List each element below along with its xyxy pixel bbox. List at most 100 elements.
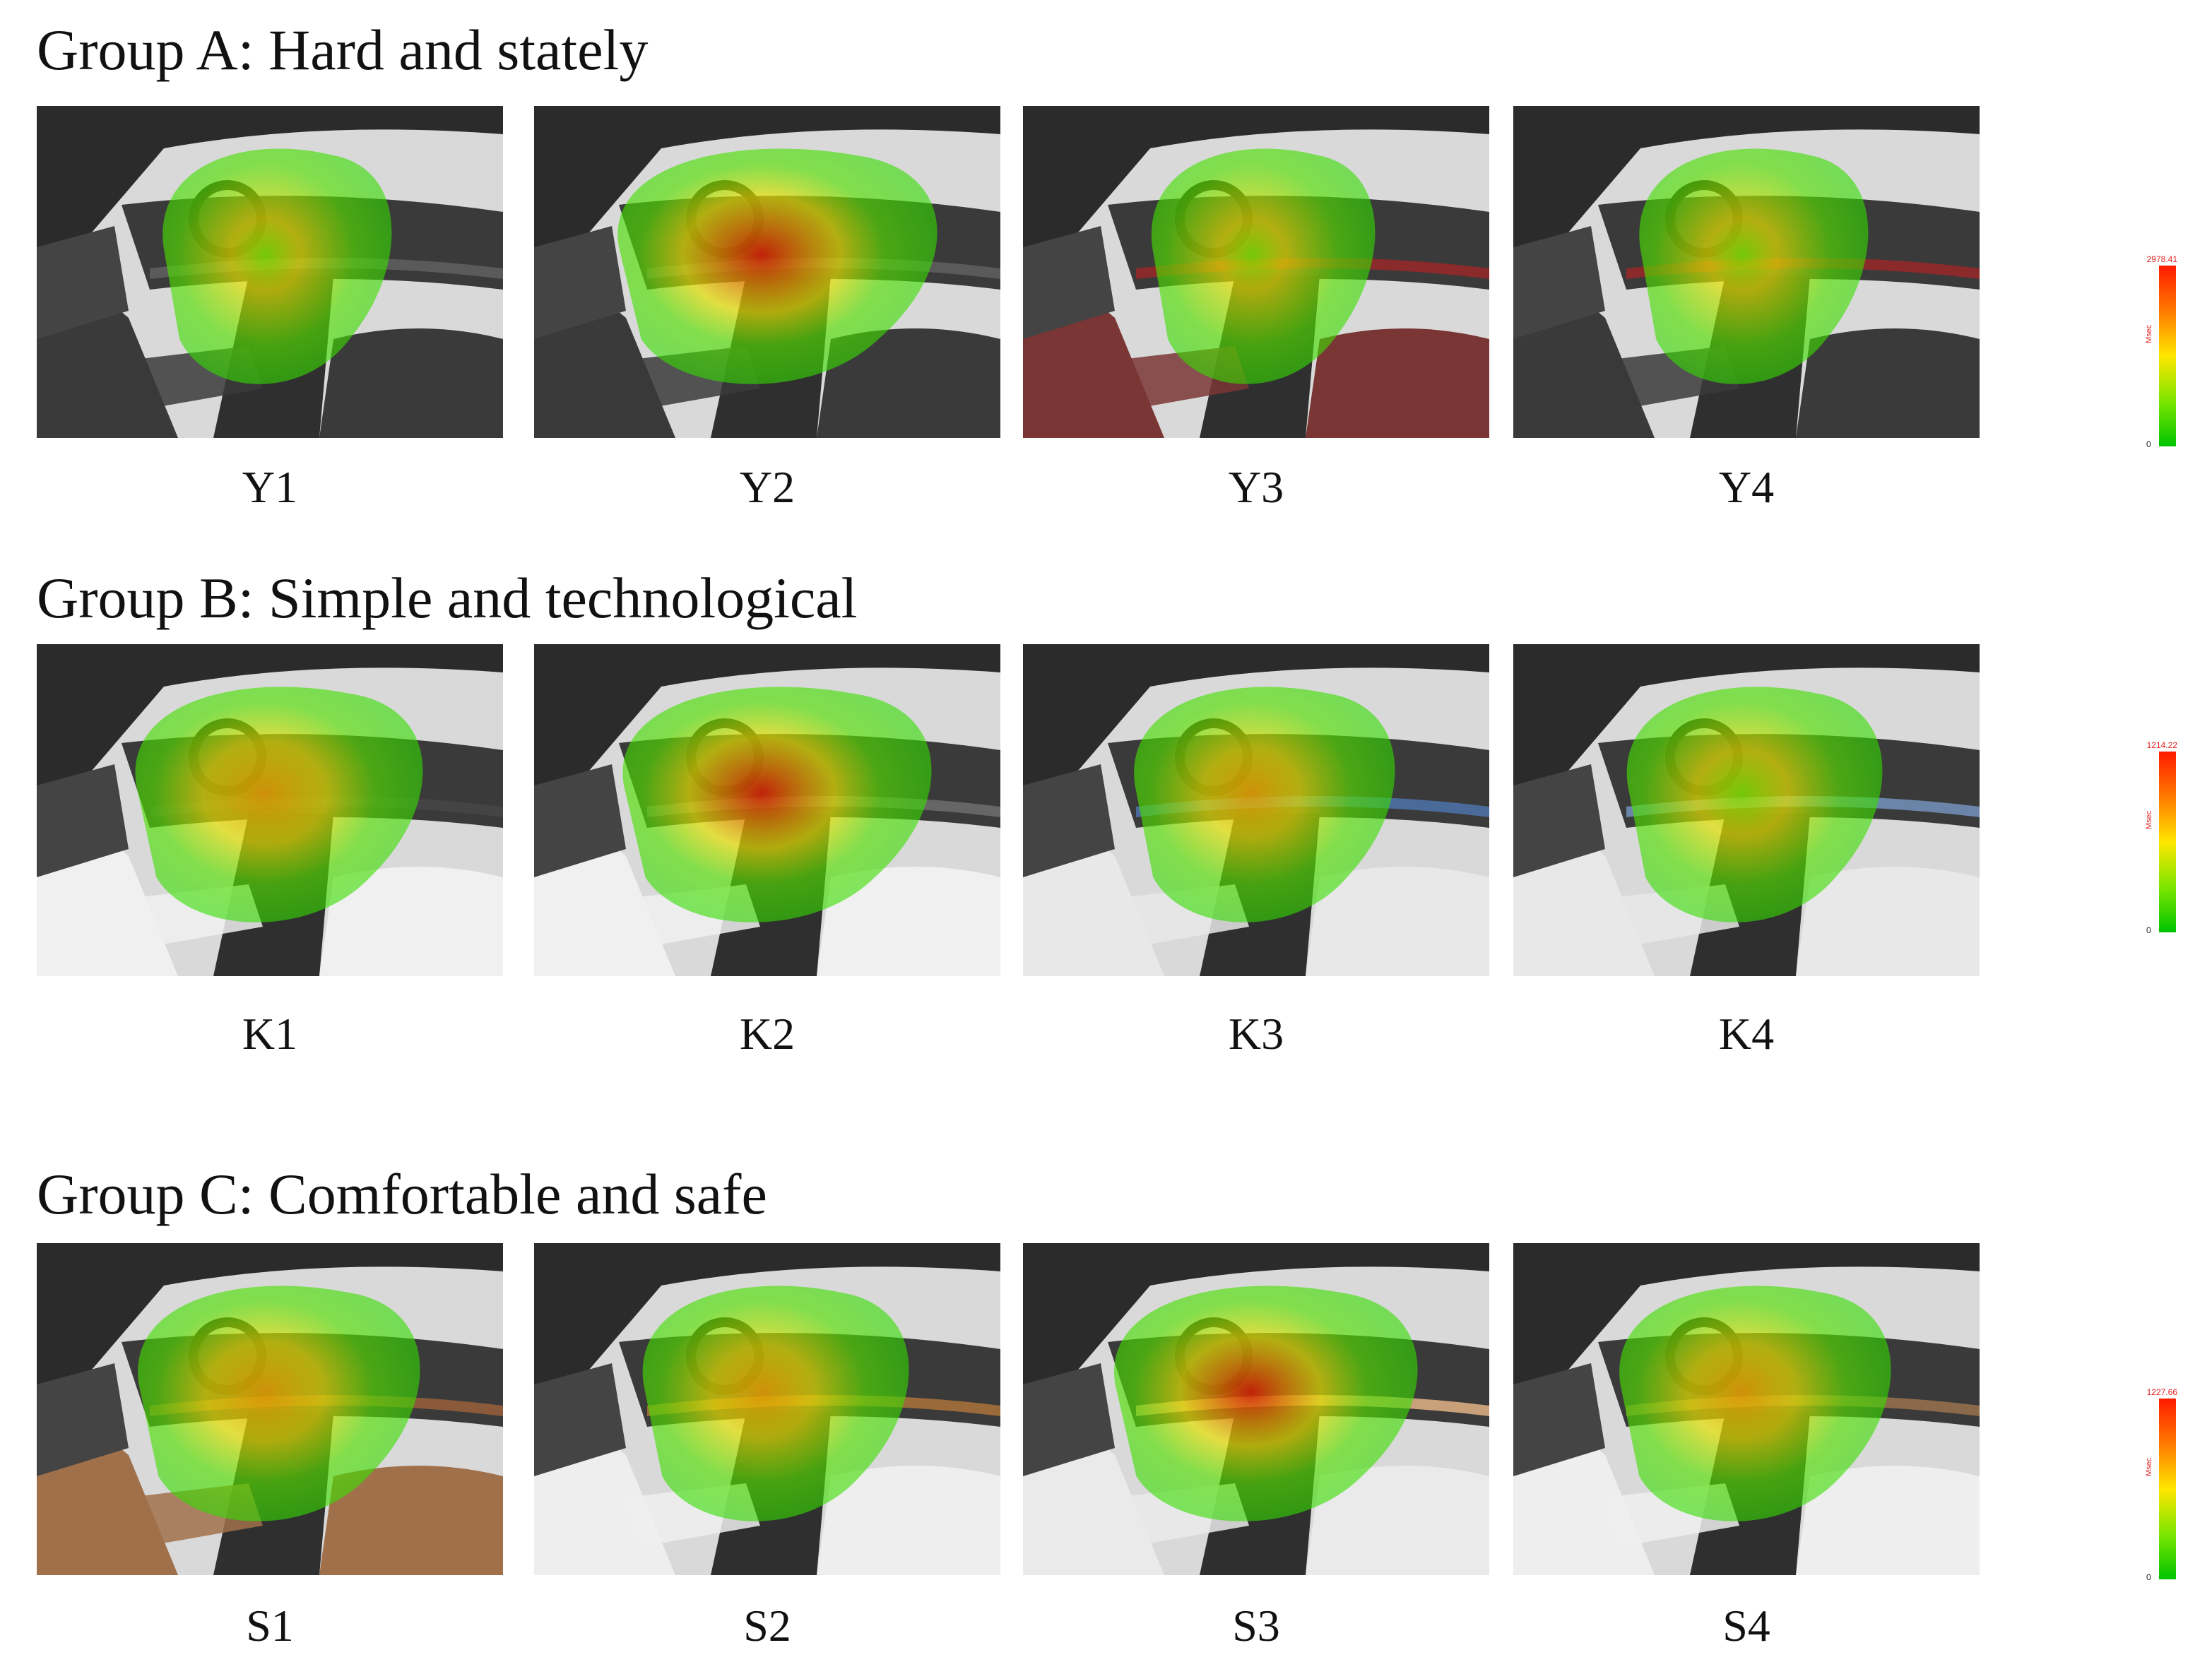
panel-label-y2: Y2 bbox=[739, 462, 796, 512]
group-c-title: Group C: Comfortable and safe bbox=[37, 1162, 767, 1226]
door-panel bbox=[1513, 1363, 1605, 1476]
gaze-heatmap-blob bbox=[1151, 148, 1376, 384]
legend-max-value: 2978.41 bbox=[2146, 254, 2177, 264]
heatmap-panel-k4 bbox=[1513, 644, 1980, 976]
car-interior-image bbox=[37, 1243, 503, 1575]
door-panel bbox=[1513, 226, 1605, 339]
heatmap-panel-k2 bbox=[534, 644, 1000, 976]
legend-min-value: 0 bbox=[2146, 925, 2151, 935]
heatmap-panel-y3 bbox=[1023, 106, 1489, 438]
panel-label-s2: S2 bbox=[743, 1601, 791, 1651]
passenger-seat bbox=[1796, 1466, 1980, 1575]
roof-pillar bbox=[1023, 1243, 1489, 1413]
group-b-title: Group B: Simple and technological bbox=[37, 566, 858, 630]
roof-pillar bbox=[534, 644, 1000, 814]
legend-gradient-bar bbox=[2159, 752, 2176, 932]
door-panel bbox=[1023, 226, 1115, 339]
heatmap-panel-y1 bbox=[37, 106, 503, 438]
passenger-seat bbox=[1796, 328, 1980, 438]
roof-pillar bbox=[534, 106, 1000, 275]
gaze-heatmap-blob bbox=[1113, 1286, 1418, 1521]
door-panel bbox=[534, 1363, 626, 1476]
car-interior-image bbox=[1513, 644, 1980, 976]
panel-label-k1: K1 bbox=[242, 1009, 298, 1059]
panel-label-y3: Y3 bbox=[1228, 462, 1284, 512]
roof-pillar bbox=[37, 644, 503, 814]
gaze-heatmap-blob bbox=[1626, 687, 1883, 922]
passenger-seat bbox=[1306, 1466, 1489, 1575]
car-interior-image bbox=[37, 106, 503, 438]
panel-label-y1: Y1 bbox=[242, 462, 298, 512]
legend-gradient-bar bbox=[2159, 1399, 2176, 1579]
panel-label-k3: K3 bbox=[1228, 1009, 1284, 1059]
roof-pillar bbox=[37, 1243, 503, 1413]
heatmap-panel-s3 bbox=[1023, 1243, 1489, 1575]
heatmap-panel-s1 bbox=[37, 1243, 503, 1575]
car-interior-image bbox=[1023, 644, 1489, 976]
group-a-title: Group A: Hard and stately bbox=[37, 18, 649, 82]
legend-group-a: 2978.41 Msec 0 bbox=[2145, 254, 2177, 449]
roof-pillar bbox=[37, 106, 503, 275]
panel-label-s1: S1 bbox=[246, 1601, 294, 1651]
heatmap-panel-k3 bbox=[1023, 644, 1489, 976]
legend-max-value: 1227.66 bbox=[2146, 1387, 2177, 1397]
gaze-heatmap-blob bbox=[162, 148, 392, 384]
heatmap-panel-y2 bbox=[534, 106, 1000, 438]
door-panel bbox=[37, 1363, 129, 1476]
heatmap-panel-s4 bbox=[1513, 1243, 1980, 1575]
roof-pillar bbox=[534, 1243, 1000, 1413]
legend-max-value: 1214.22 bbox=[2146, 740, 2177, 750]
gaze-heatmap-blob bbox=[135, 687, 423, 922]
door-panel bbox=[1023, 1363, 1115, 1476]
passenger-seat bbox=[817, 867, 1000, 976]
roof-pillar bbox=[1023, 106, 1489, 275]
legend-min-value: 0 bbox=[2146, 1572, 2151, 1582]
car-interior-image bbox=[1513, 1243, 1980, 1575]
gaze-heatmap-blob bbox=[1134, 687, 1395, 922]
car-interior-image bbox=[1023, 1243, 1489, 1575]
door-panel bbox=[1513, 764, 1605, 877]
heatmap-panel-s2 bbox=[534, 1243, 1000, 1575]
car-interior-image bbox=[534, 644, 1000, 976]
legend-unit: Msec bbox=[2145, 324, 2153, 343]
gaze-heatmap-blob bbox=[617, 148, 938, 384]
passenger-seat bbox=[817, 328, 1000, 438]
panel-label-y4: Y4 bbox=[1718, 462, 1775, 512]
roof-pillar bbox=[1023, 644, 1489, 814]
panel-label-k2: K2 bbox=[739, 1009, 796, 1059]
roof-pillar bbox=[1513, 644, 1980, 814]
passenger-seat bbox=[319, 1466, 503, 1575]
panel-label-k4: K4 bbox=[1718, 1009, 1775, 1059]
door-panel bbox=[534, 764, 626, 877]
legend-gradient-bar bbox=[2159, 266, 2176, 446]
passenger-seat bbox=[1796, 867, 1980, 976]
panel-label-s4: S4 bbox=[1722, 1601, 1770, 1651]
door-panel bbox=[534, 226, 626, 339]
door-panel bbox=[37, 226, 129, 339]
roof-pillar bbox=[1513, 106, 1980, 275]
legend-min-value: 0 bbox=[2146, 439, 2151, 449]
heatmap-panel-y4 bbox=[1513, 106, 1980, 438]
heatmap-panel-k1 bbox=[37, 644, 503, 976]
passenger-seat bbox=[1306, 867, 1489, 976]
car-interior-image bbox=[1513, 106, 1980, 438]
passenger-seat bbox=[319, 867, 503, 976]
legend-unit: Msec bbox=[2145, 810, 2153, 829]
door-panel bbox=[1023, 764, 1115, 877]
gaze-heatmap-blob bbox=[622, 687, 932, 922]
legend-unit: Msec bbox=[2145, 1457, 2153, 1476]
passenger-seat bbox=[319, 328, 503, 438]
gaze-heatmap-blob bbox=[1639, 148, 1869, 384]
panel-label-s3: S3 bbox=[1232, 1601, 1280, 1651]
door-panel bbox=[37, 764, 129, 877]
legend-group-b: 1214.22 Msec 0 bbox=[2145, 740, 2177, 935]
passenger-seat bbox=[817, 1466, 1000, 1575]
car-interior-image bbox=[1023, 106, 1489, 438]
passenger-seat bbox=[1306, 328, 1489, 438]
gaze-heatmap-blob bbox=[642, 1286, 909, 1521]
car-interior-image bbox=[534, 1243, 1000, 1575]
gaze-heatmap-blob bbox=[1619, 1286, 1891, 1521]
car-interior-image bbox=[534, 106, 1000, 438]
car-interior-image bbox=[37, 644, 503, 976]
gaze-heatmap-blob bbox=[138, 1286, 420, 1521]
